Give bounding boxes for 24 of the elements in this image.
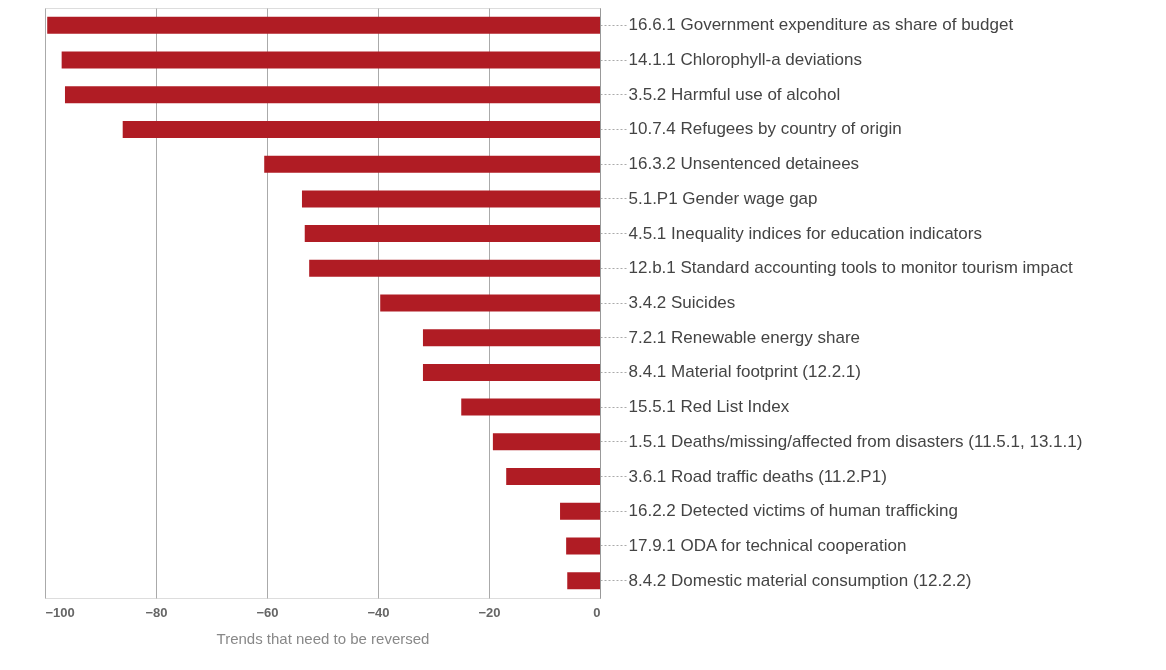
x-tick-label: −40 [367,604,390,620]
x-tick-label: −20 [478,604,501,620]
x-tick-label: −80 [145,604,168,620]
x-tick-label: −60 [256,604,279,620]
y-tick-label: 16.6.1 Government expenditure as share of budget [628,15,1014,35]
x-tick-label: 0 [593,604,601,620]
y-tick-label: 7.2.1 Renewable energy share [628,327,861,347]
y-tick-label: 16.3.2 Unsentenced detainees [628,154,860,174]
y-tick-label: 17.9.1 ODA for technical cooperation [628,535,907,555]
x-axis-title: Trends that need to be reversed [216,629,430,647]
y-tick-label: 16.2.2 Detected victims of human trafficking [628,501,958,521]
y-tick-label: 1.5.1 Deaths/missing/affected from disasters (11.5.1, 13.1.1) [628,431,1083,451]
y-tick-label: 3.6.1 Road traffic deaths (11.2.P1) [628,466,887,486]
y-tick-label: 15.5.1 Red List Index [628,397,790,417]
y-tick-label: 8.4.1 Material footprint (12.2.1) [628,362,861,382]
y-tick-label: 10.7.4 Refugees by country of origin [628,119,902,139]
y-tick-label: 8.4.2 Domestic material consumption (12.2.2) [628,570,972,590]
y-tick-label: 3.4.2 Suicides [628,293,736,312]
y-tick-label: 5.1.P1 Gender wage gap [628,188,818,208]
y-tick-label: 14.1.1 Chlorophyll-a deviations [628,50,862,70]
y-tick-label: 4.5.1 Inequality indices for education indicators [628,223,982,243]
y-tick-label: 3.5.2 Harmful use of alcohol [628,84,841,104]
y-tick-label: 12.b.1 Standard accounting tools to monitor tourism impact [628,258,1073,278]
x-tick-label: −100 [45,604,75,620]
